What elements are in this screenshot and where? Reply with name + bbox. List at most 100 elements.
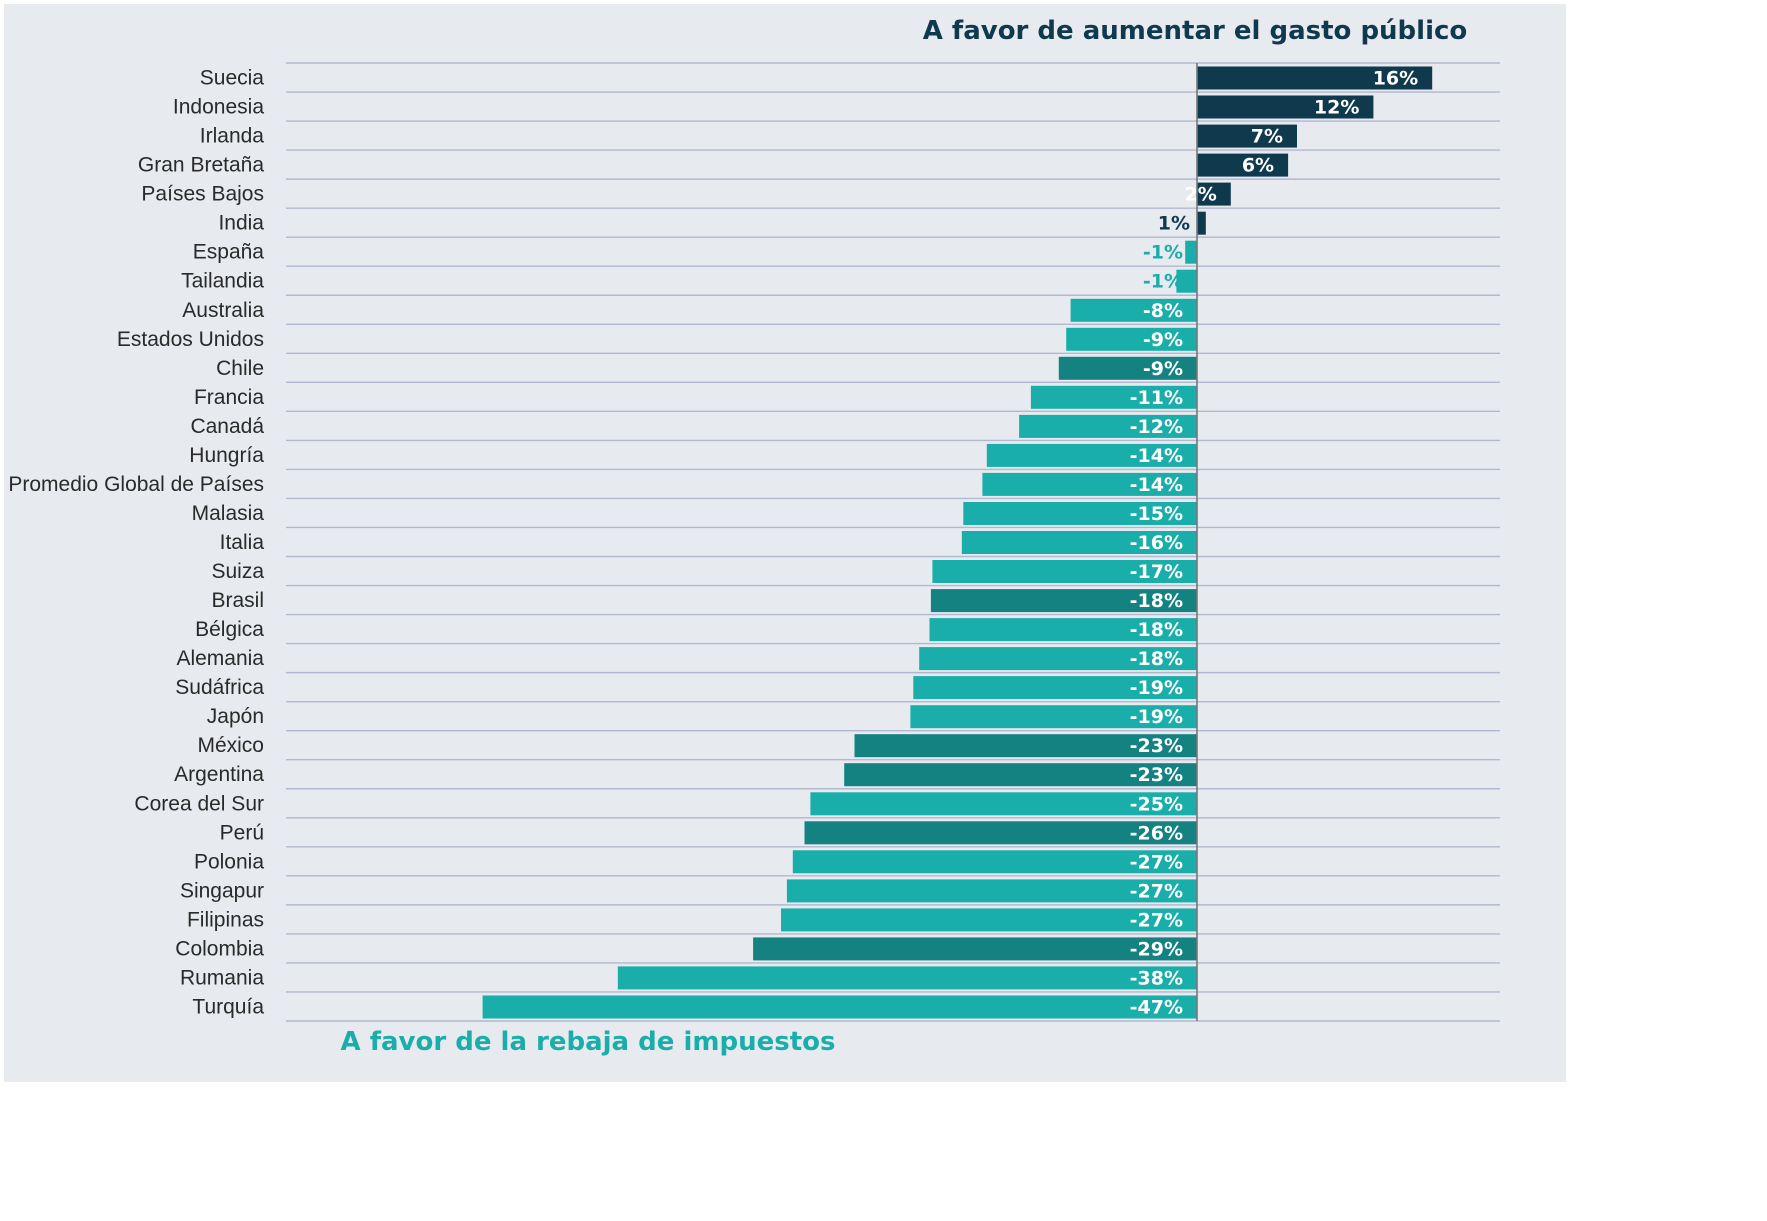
category-label: Francia (194, 386, 264, 409)
category-label: Corea del Sur (134, 792, 264, 815)
category-label: México (197, 734, 264, 757)
bar (1019, 414, 1197, 438)
category-label: Rumania (180, 966, 264, 989)
bar (753, 937, 1197, 961)
category-label: Chile (216, 357, 264, 380)
bar (1197, 211, 1206, 235)
bar (482, 995, 1198, 1019)
category-label: Estados Unidos (117, 328, 264, 351)
category-label: Singapur (180, 879, 264, 902)
value-label: 1% (1158, 213, 1190, 235)
category-label: Filipinas (187, 908, 264, 931)
bar (1197, 124, 1297, 148)
category-label: Perú (220, 821, 264, 844)
value-label: -18% (1130, 648, 1183, 670)
bar (986, 443, 1197, 467)
bar (910, 705, 1197, 729)
value-label: -12% (1130, 416, 1183, 438)
category-label: Suiza (211, 560, 264, 583)
bar (1176, 269, 1197, 293)
value-label: -25% (1130, 793, 1183, 815)
bar (1197, 153, 1289, 177)
bar (617, 966, 1197, 990)
category-label: España (193, 241, 265, 264)
category-label: Sudáfrica (175, 676, 264, 699)
bar (982, 472, 1197, 496)
bar (929, 618, 1197, 642)
value-label: -18% (1130, 590, 1183, 612)
bar (1197, 95, 1374, 119)
bar (810, 792, 1197, 816)
value-label: -19% (1130, 677, 1183, 699)
bar (1058, 356, 1197, 380)
bar (804, 821, 1197, 845)
category-label: Países Bajos (141, 183, 264, 206)
category-label: Japón (207, 705, 264, 728)
category-label: Canadá (190, 415, 264, 438)
value-label: -47% (1130, 997, 1183, 1019)
bar (1030, 385, 1197, 409)
category-label: Irlanda (200, 125, 265, 148)
value-label: -14% (1130, 445, 1183, 467)
category-label: Polonia (194, 850, 264, 873)
bars (482, 66, 1433, 1019)
bar (1185, 240, 1197, 264)
category-label: Indonesia (173, 96, 264, 119)
chart-background (4, 4, 1566, 1082)
bar (1066, 327, 1197, 351)
value-label: -38% (1130, 967, 1183, 989)
value-label: -9% (1143, 329, 1183, 351)
value-label: -27% (1130, 880, 1183, 902)
category-label: Gran Bretaña (138, 154, 264, 177)
value-label: -19% (1130, 706, 1183, 728)
value-label: 2% (1185, 184, 1217, 206)
category-label: Bélgica (195, 618, 264, 641)
bar (1197, 66, 1433, 90)
bar (1070, 298, 1197, 322)
bar (854, 734, 1197, 758)
value-label: -9% (1143, 358, 1183, 380)
bar (786, 879, 1197, 903)
value-label: -8% (1143, 300, 1183, 322)
value-label: -14% (1130, 474, 1183, 496)
value-label: 12% (1314, 97, 1359, 119)
category-label: Promedio Global de Países (8, 473, 264, 496)
bar (913, 676, 1197, 700)
category-label: India (218, 212, 264, 235)
bar (1197, 182, 1231, 206)
category-label: Argentina (174, 763, 264, 786)
value-label: -27% (1130, 851, 1183, 873)
category-label: Australia (182, 299, 264, 322)
category-label: Alemania (176, 647, 264, 670)
value-label: -11% (1130, 387, 1183, 409)
bar (961, 531, 1197, 554)
category-label: Colombia (175, 937, 264, 960)
category-label: Malasia (192, 502, 265, 525)
bar (844, 763, 1197, 787)
bar (932, 560, 1197, 583)
category-label: Tailandia (181, 270, 264, 293)
bar (930, 589, 1197, 613)
value-label: -29% (1130, 938, 1183, 960)
bar (963, 502, 1197, 525)
value-label: -16% (1130, 532, 1183, 554)
value-label: -18% (1130, 619, 1183, 641)
value-label: -23% (1130, 735, 1183, 757)
value-label: -27% (1130, 909, 1183, 931)
gridlines (286, 62, 1500, 1022)
bar (919, 647, 1197, 671)
category-label: Turquía (192, 996, 264, 1019)
value-label: -15% (1130, 503, 1183, 525)
positive-heading: A favor de aumentar el gasto público (923, 16, 1468, 46)
value-label: -26% (1130, 822, 1183, 844)
negative-heading: A favor de la rebaja de impuestos (341, 1027, 836, 1057)
value-label: -23% (1130, 764, 1183, 786)
value-label: 6% (1242, 155, 1274, 177)
category-label: Suecia (200, 67, 265, 90)
bar (792, 850, 1198, 874)
bar (781, 908, 1197, 932)
labels: Suecia 16% Indonesia 12% Irlanda 7% Gran Breta… (8, 67, 1418, 1019)
value-label: 16% (1373, 68, 1418, 90)
